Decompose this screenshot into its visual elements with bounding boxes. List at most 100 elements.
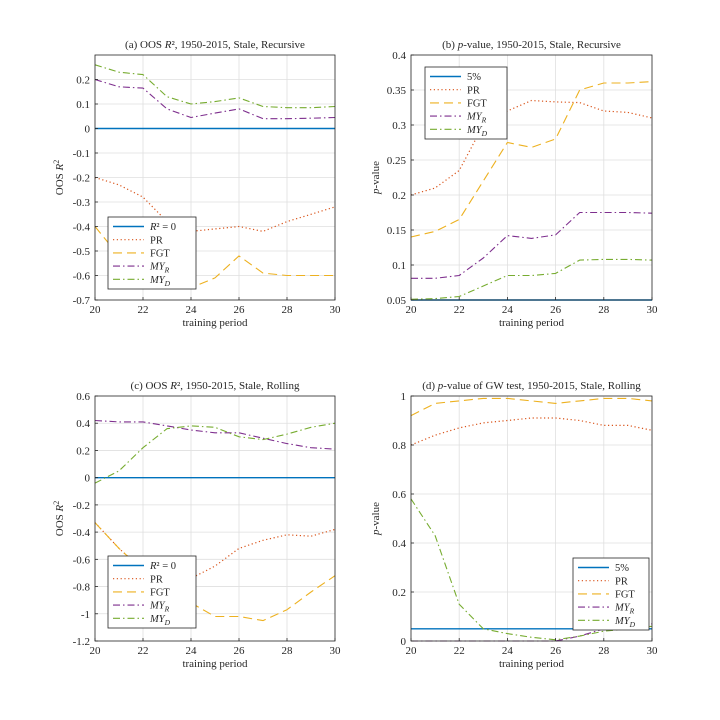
series-line-pr [410, 99, 653, 196]
series-line-my-d [410, 498, 653, 641]
series-line-my-r [94, 78, 336, 120]
y-tick-label: 0.15 [387, 225, 407, 237]
legend-label-fgt: FGT [467, 99, 487, 110]
chart-title: (b) p-value, 1950-2015, Stale, Recursive [442, 39, 621, 51]
y-tick-label: 0.2 [76, 445, 90, 457]
series-line-my-d [410, 258, 653, 300]
y-tick-label: 0 [401, 636, 407, 648]
chart-title: (c) OOS R², 1950-2015, Stale, Rolling [131, 380, 300, 392]
x-axis-label: training period [499, 317, 565, 329]
legend-box [107, 555, 197, 629]
x-tick-label: 28 [598, 304, 610, 316]
x-tick-label: 26 [234, 645, 246, 657]
y-axis-label: OOS R2 [52, 501, 66, 537]
x-tick-label: 26 [550, 304, 562, 316]
panel-a: 20 22 24 26 28 30 -0.7 -0.6 -0.5 -0.4 -0.3 -0.2 -0.1… [52, 39, 341, 329]
y-tick-label: 0.3 [392, 120, 406, 132]
legend-label-fgt: FGT [615, 590, 635, 601]
series-line-my-d [94, 64, 336, 109]
y-tick-label: -0.1 [73, 148, 90, 160]
y-tick-label: 0.2 [76, 75, 90, 87]
legend-label-pr: PR [467, 85, 480, 96]
y-tick-label: -0.4 [73, 527, 91, 539]
legend-label-fgt: FGT [150, 249, 170, 260]
legend-label-zero: 5% [615, 563, 629, 574]
x-tick-label: 28 [598, 645, 610, 657]
y-tick-label: -0.3 [73, 197, 91, 209]
series-group [94, 64, 336, 289]
x-tick-label: 22 [138, 645, 149, 657]
x-tick-label: 22 [138, 304, 149, 316]
y-tick-label: 0.6 [76, 391, 90, 403]
y-tick-label: 0.2 [392, 587, 406, 599]
x-tick-label: 28 [282, 304, 294, 316]
x-tick-label: 30 [330, 304, 342, 316]
y-tick-label: 0.2 [392, 190, 406, 202]
x-tick-label: 30 [647, 645, 659, 657]
legend-label-my-r: MYR [466, 112, 487, 125]
y-tick-label: 0.25 [387, 155, 407, 167]
legend-label-my-d: MYD [149, 275, 171, 288]
y-tick-label: 0.1 [76, 99, 90, 111]
series-line-my-r [94, 419, 336, 450]
x-tick-label: 24 [502, 304, 514, 316]
y-tick-label: 0.6 [392, 489, 406, 501]
y-axis-label: p-value [370, 502, 382, 536]
legend-label-my-r: MYR [149, 601, 170, 614]
legend-label-my-r: MYR [614, 603, 635, 616]
x-tick-label: 24 [502, 645, 514, 657]
legend-label-my-r: MYR [149, 262, 170, 275]
x-tick-label: 26 [550, 645, 562, 657]
plot-frame [410, 395, 653, 642]
y-tick-label: 0.35 [387, 85, 407, 97]
x-tick-label: 20 [90, 645, 102, 657]
legend-label-zero: 5% [467, 72, 481, 83]
y-tick-label: 0.4 [392, 538, 406, 550]
x-axis-label: training period [182, 317, 248, 329]
legend-label-zero: R² = 0 [149, 222, 176, 233]
panel-b: 20 22 24 26 28 30 0.05 0.1 0.15 0.2 0.25 0.3 0.35 0.4… [370, 39, 658, 329]
y-tick-label: 0.4 [76, 418, 90, 430]
x-tick-label: 24 [186, 304, 198, 316]
legend-label-pr: PR [615, 576, 628, 587]
y-tick-label: 0.8 [392, 440, 406, 452]
legend-label-pr: PR [150, 235, 163, 246]
y-tick-label: 0 [85, 473, 91, 485]
series-line-fgt [94, 226, 335, 289]
x-tick-label: 26 [234, 304, 246, 316]
x-tick-label: 20 [406, 645, 418, 657]
y-axis-label: OOS R2 [52, 160, 66, 196]
y-tick-label: -1 [81, 609, 90, 621]
plot-frame [94, 395, 336, 642]
chart-title: (a) OOS R², 1950-2015, Stale, Recursive [125, 39, 305, 51]
legend-label-fgt: FGT [150, 588, 170, 599]
panel-c: 20 22 24 26 28 30 -1.2 -1 -0.8 -0.6 -0.4 -0.2 0 0.2 0.… [52, 380, 341, 670]
y-tick-label: -0.5 [73, 246, 91, 258]
legend-label-my-d: MYD [466, 125, 488, 138]
legend-label-my-d: MYD [149, 614, 171, 627]
legend-label-zero: R² = 0 [149, 561, 176, 572]
series-line-fgt [410, 81, 653, 238]
x-tick-label: 20 [406, 304, 418, 316]
x-tick-label: 20 [90, 304, 102, 316]
series-line-fgt [410, 397, 653, 417]
y-tick-label: -0.2 [73, 500, 90, 512]
y-tick-label: 1 [401, 391, 407, 403]
legend-box [107, 216, 197, 290]
x-tick-label: 30 [647, 304, 659, 316]
y-tick-label: 0.05 [387, 295, 407, 307]
x-axis-label: training period [182, 658, 248, 670]
y-tick-label: -0.4 [73, 222, 91, 234]
y-axis-label: p-value [370, 161, 382, 195]
series-line-my-r [411, 211, 653, 279]
y-tick-label: -0.6 [73, 554, 91, 566]
series-line-my-d [94, 422, 336, 484]
plot-frame [410, 54, 653, 301]
x-tick-label: 24 [186, 645, 198, 657]
x-tick-label: 22 [454, 304, 465, 316]
x-tick-label: 28 [282, 645, 294, 657]
